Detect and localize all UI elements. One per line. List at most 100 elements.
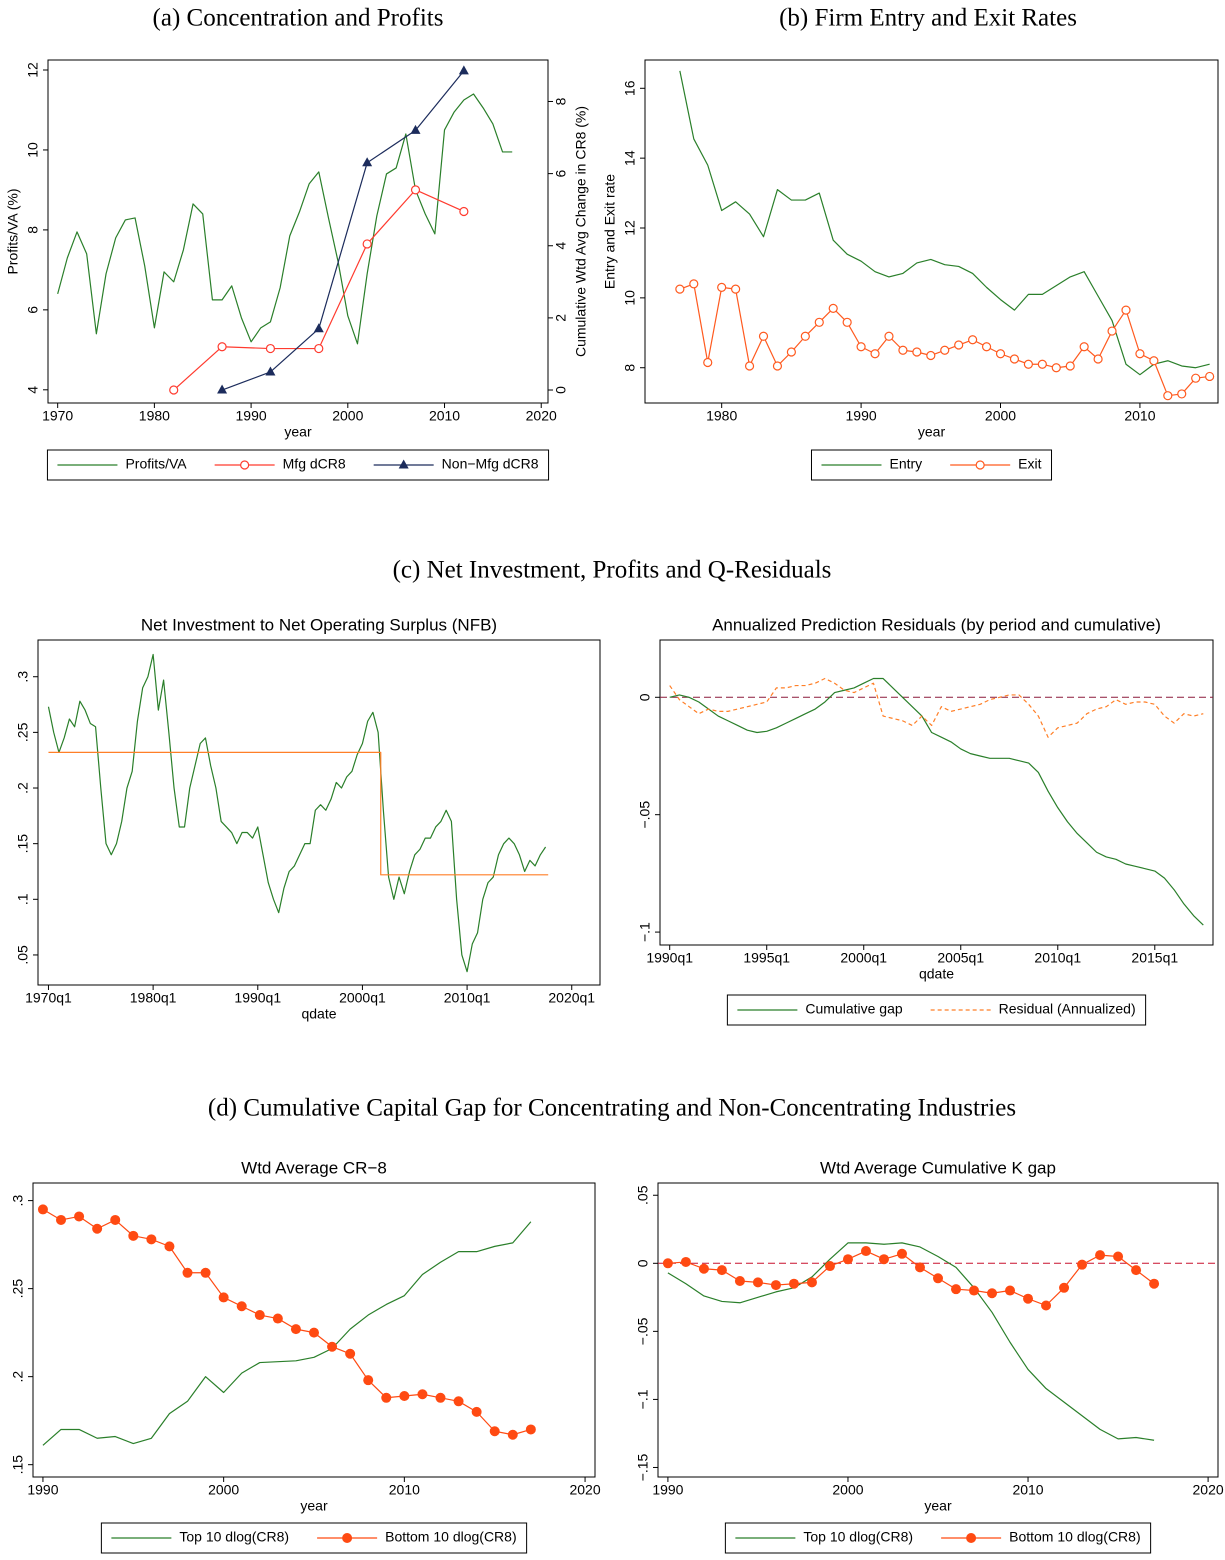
legend-marker <box>398 459 409 469</box>
marker <box>128 1230 139 1241</box>
marker <box>314 343 324 354</box>
plot-frame <box>644 59 1219 404</box>
marker <box>842 317 852 327</box>
marker <box>1059 1282 1070 1293</box>
marker <box>1177 389 1187 399</box>
marker <box>914 1262 925 1273</box>
x-tick-label: 2000 <box>985 408 1016 424</box>
legend-marker <box>342 1533 353 1543</box>
y-tick-label: 0 <box>635 1259 651 1267</box>
marker <box>842 1254 853 1265</box>
marker <box>265 343 276 354</box>
marker <box>734 1276 745 1286</box>
y2-axis-label: Cumulative Wtd Avg Change in CR8 (%) <box>573 106 589 357</box>
x-tick-label: 2020 <box>526 408 557 424</box>
marker <box>525 1424 536 1435</box>
marker <box>1005 1285 1016 1296</box>
marker <box>362 157 373 167</box>
marker <box>1107 326 1117 336</box>
y-tick-label: −.15 <box>635 1453 651 1481</box>
legend-label: Mfg dCR8 <box>283 456 346 472</box>
series-line <box>48 751 549 876</box>
x-tick-label: 1990 <box>846 408 877 424</box>
y-tick-label: .3 <box>10 1195 26 1207</box>
panel-heading: (a) Concentration and Profits <box>153 5 444 32</box>
marker <box>363 1375 374 1386</box>
marker <box>459 206 469 217</box>
y-tick-label: 12 <box>25 62 41 78</box>
marker <box>327 1341 338 1352</box>
marker <box>987 1288 998 1299</box>
marker <box>824 1261 835 1272</box>
marker <box>381 1392 392 1403</box>
marker <box>362 239 372 249</box>
y-tick-label: 4 <box>25 386 41 394</box>
marker <box>1041 1300 1052 1311</box>
marker <box>1149 356 1159 366</box>
legend-label: Residual (Annualized) <box>999 1001 1136 1017</box>
marker <box>453 1396 464 1407</box>
legend: Entry Exit <box>810 449 1053 481</box>
marker <box>1051 363 1061 373</box>
marker <box>860 1246 871 1257</box>
x-tick-label: 2020 <box>1193 1482 1224 1498</box>
marker <box>1113 1251 1124 1262</box>
y-tick-label: .15 <box>10 1455 26 1475</box>
marker <box>1023 1293 1034 1304</box>
legend-marker <box>240 460 250 470</box>
legend-label: Cumulative gap <box>805 1001 902 1017</box>
plot-frame <box>47 59 549 404</box>
legend-label: Exit <box>1018 456 1041 472</box>
series-line <box>669 677 1204 738</box>
legend-label: Bottom 10 dlog(CR8) <box>385 1529 517 1545</box>
marker <box>1191 373 1201 383</box>
series-line <box>47 653 547 973</box>
y-tick-label: 0 <box>637 693 653 701</box>
legend-label: Bottom 10 dlog(CR8) <box>1009 1529 1141 1545</box>
x-axis-label: qdate <box>301 1006 336 1022</box>
marker <box>1009 354 1020 364</box>
series-line <box>667 1250 1155 1307</box>
y2-tick-label: 0 <box>553 386 569 394</box>
marker <box>489 1426 500 1437</box>
series-line <box>42 1208 532 1436</box>
marker <box>1121 305 1131 315</box>
marker <box>410 124 421 134</box>
chart-title: Annualized Prediction Residuals (by peri… <box>712 615 1161 634</box>
y-tick-label: .25 <box>10 1279 26 1299</box>
series-line <box>173 189 465 391</box>
marker <box>254 1310 265 1321</box>
marker <box>1163 391 1173 401</box>
y-tick-label: 6 <box>25 306 41 314</box>
y-tick-label: .15 <box>15 834 31 854</box>
x-axis-label: qdate <box>919 966 954 982</box>
marker <box>800 331 810 341</box>
marker <box>662 1258 673 1269</box>
marker <box>969 1285 980 1296</box>
marker <box>806 1277 817 1288</box>
y-tick-label: 10 <box>622 290 638 306</box>
marker <box>940 345 950 355</box>
series-line <box>667 1242 1155 1441</box>
marker <box>786 347 796 357</box>
plot-frame <box>37 639 601 986</box>
legend-frame <box>100 1522 528 1554</box>
x-tick-label: 1970 <box>42 408 73 424</box>
series-line <box>42 1221 532 1446</box>
chart-title: Wtd Average Cumulative K gap <box>820 1158 1056 1177</box>
x-tick-label: 1990 <box>236 408 267 424</box>
chart-title: Net Investment to Net Operating Surplus … <box>141 615 497 634</box>
x-tick-label: 2000 <box>832 1482 863 1498</box>
marker <box>968 335 978 345</box>
plot-frame <box>32 1182 596 1478</box>
marker <box>1135 349 1145 359</box>
y-tick-label: 10 <box>25 142 41 158</box>
marker <box>703 357 713 368</box>
x-tick-label: 1990 <box>27 1482 58 1498</box>
marker <box>752 1277 763 1288</box>
marker <box>995 349 1006 359</box>
marker <box>716 1265 727 1276</box>
x-tick-label: 2010q1 <box>1034 950 1081 966</box>
